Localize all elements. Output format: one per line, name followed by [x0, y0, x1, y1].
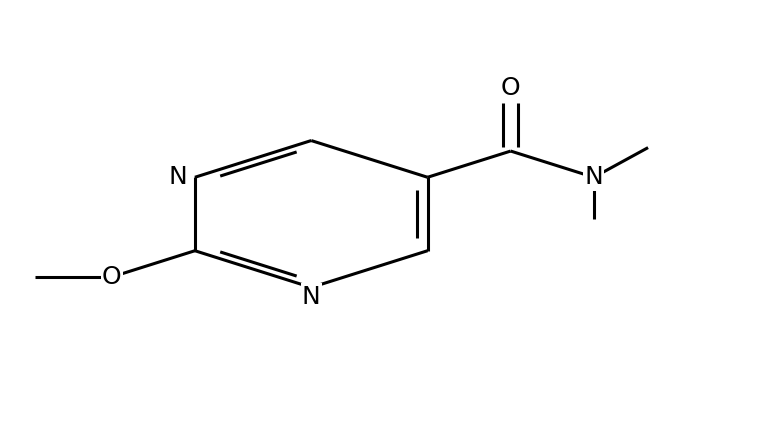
Text: O: O	[501, 76, 521, 100]
Text: N: N	[584, 165, 603, 189]
Text: O: O	[102, 265, 122, 289]
Text: N: N	[302, 285, 320, 309]
Text: N: N	[168, 165, 187, 189]
